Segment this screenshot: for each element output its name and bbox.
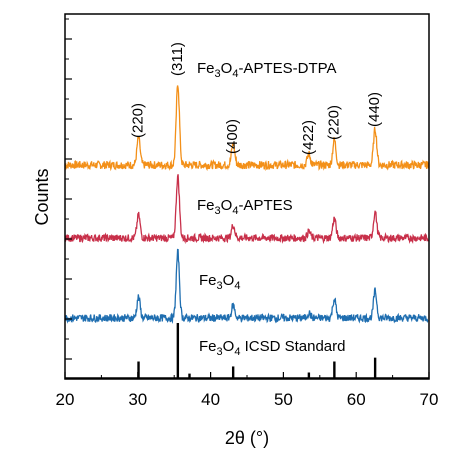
- peak-label: (440): [366, 92, 383, 127]
- series-line-fe3o4-aptes-dtpa: [64, 85, 429, 172]
- x-tick-label: 30: [128, 390, 147, 409]
- peak-label: (422): [300, 120, 317, 155]
- series-label-fe3o4-icsd-standard: Fe3O4 ICSD Standard: [199, 338, 346, 358]
- peak-label: (400): [224, 119, 241, 154]
- x-tick-label: 50: [274, 390, 293, 409]
- x-tick-label: 70: [420, 390, 439, 409]
- x-tick-label: 60: [347, 390, 366, 409]
- series-label-fe3o4-aptes: Fe3O4-APTES: [197, 197, 293, 217]
- x-tick-label: 40: [201, 390, 220, 409]
- peak-label: (311): [169, 42, 186, 76]
- series-layer: [64, 85, 429, 379]
- ticks-layer: 20 30 40 50 60 70: [56, 18, 439, 409]
- series-label-fe3o4: Fe3O4: [199, 272, 240, 292]
- series-line-fe3o4: [64, 248, 429, 324]
- series-label-fe3o4-aptes-dtpa: Fe3O4-APTES-DTPA: [197, 60, 337, 80]
- labels-layer: Fe3O4-APTES-DTPA Fe3O4-APTES Fe3O4 Fe3O4 IC…: [130, 42, 384, 358]
- series-line-fe3o4-aptes: [64, 174, 429, 245]
- y-axis-title: Counts: [32, 168, 52, 225]
- peak-label: (220): [325, 105, 342, 140]
- x-axis-title: 2θ (°): [225, 428, 269, 448]
- peak-label: (220): [130, 103, 147, 138]
- x-tick-label: 20: [56, 390, 75, 409]
